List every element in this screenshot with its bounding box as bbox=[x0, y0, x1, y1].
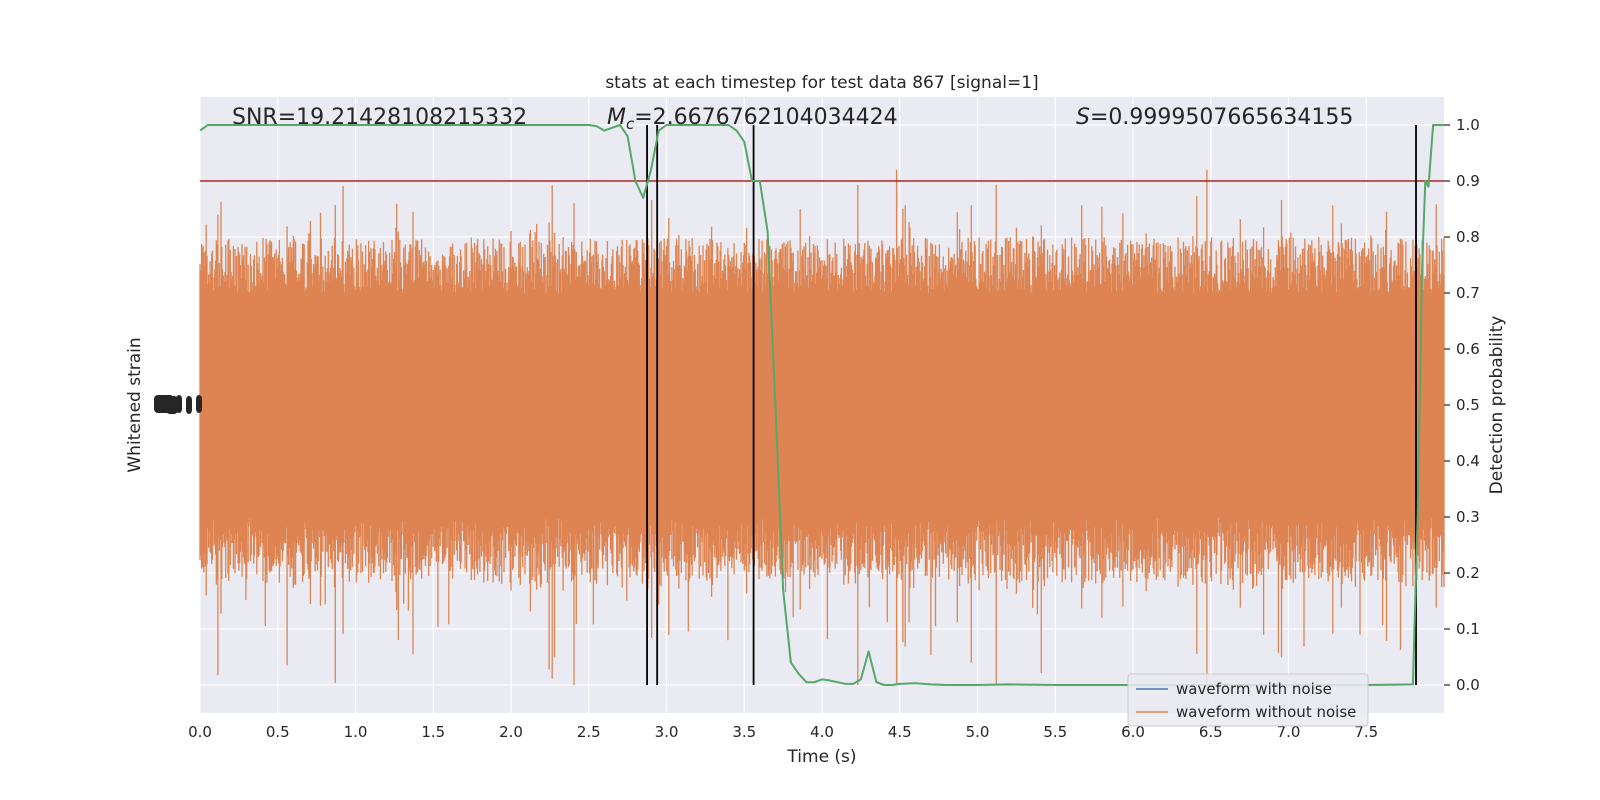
x-tick-label: 4.5 bbox=[888, 723, 912, 741]
x-tick-label: 3.5 bbox=[732, 723, 756, 741]
x-tick-label: 5.5 bbox=[1043, 723, 1067, 741]
spin-value: =0.9999507665634155 bbox=[1090, 105, 1353, 130]
y-tick-label: 0.4 bbox=[1456, 452, 1480, 470]
x-tick-label: 3.0 bbox=[655, 723, 679, 741]
x-tick-label: 4.0 bbox=[810, 723, 834, 741]
x-tick-label: 0.5 bbox=[266, 723, 290, 741]
chirp-mass-symbol: M bbox=[607, 105, 626, 130]
x-tick-label: 2.0 bbox=[499, 723, 523, 741]
x-tick-label: 0.0 bbox=[188, 723, 212, 741]
chirp-mass-subscript: c bbox=[626, 115, 635, 133]
x-tick-label: 6.5 bbox=[1199, 723, 1223, 741]
y-tick-label: 0.9 bbox=[1456, 172, 1480, 190]
right-y-axis: 0.0 0.1 0.2 0.3 0.4 0.5 0.6 0.7 0.8 0.9 1.0 bbox=[1444, 116, 1480, 694]
x-tick-label: 1.0 bbox=[344, 723, 368, 741]
x-tick-label: 5.0 bbox=[966, 723, 990, 741]
left-tick-glyph bbox=[176, 395, 182, 413]
x-tick-label: 7.0 bbox=[1277, 723, 1301, 741]
legend-box bbox=[1127, 673, 1369, 727]
y-tick-label: 1.0 bbox=[1456, 116, 1480, 134]
y-tick-label: 0.3 bbox=[1456, 508, 1480, 526]
y-tick-label: 0.8 bbox=[1456, 228, 1480, 246]
legend-label-noise: waveform with noise bbox=[1176, 680, 1332, 698]
y-tick-label: 0.0 bbox=[1456, 676, 1480, 694]
chirp-mass-value: =2.6676762104034424 bbox=[634, 105, 897, 130]
left-tick-glyph bbox=[166, 396, 178, 414]
left-y-axis-ticks bbox=[154, 395, 202, 414]
legend: waveform with noise waveform without noi… bbox=[1127, 673, 1369, 727]
spin-annotation: S=0.9999507665634155 bbox=[1076, 105, 1353, 130]
spin-symbol: S bbox=[1076, 105, 1090, 130]
y-tick-label: 0.7 bbox=[1456, 284, 1480, 302]
legend-label-no-noise: waveform without noise bbox=[1176, 703, 1356, 721]
left-y-axis-label: Whitened strain bbox=[125, 337, 145, 472]
y-tick-label: 0.2 bbox=[1456, 564, 1480, 582]
right-y-axis-label: Detection probability bbox=[1487, 316, 1507, 495]
snr-annotation: SNR=19.21428108215332 bbox=[232, 105, 527, 130]
left-tick-glyph bbox=[186, 396, 192, 414]
x-axis-label: Time (s) bbox=[786, 747, 856, 767]
chirp-mass-annotation: Mc=2.6676762104034424 bbox=[607, 105, 898, 133]
x-tick-label: 1.5 bbox=[421, 723, 445, 741]
x-axis: 0.0 0.5 1.0 1.5 2.0 2.5 3.0 3.5 4.0 4.5 5.0 5.5 6.0 6… bbox=[188, 723, 1378, 741]
x-tick-label: 7.5 bbox=[1354, 723, 1378, 741]
y-tick-label: 0.6 bbox=[1456, 340, 1480, 358]
chart-title: stats at each timestep for test data 867… bbox=[605, 73, 1038, 93]
x-tick-label: 6.0 bbox=[1121, 723, 1145, 741]
y-tick-label: 0.5 bbox=[1456, 396, 1480, 414]
x-tick-label: 2.5 bbox=[577, 723, 601, 741]
left-tick-glyph bbox=[196, 395, 202, 413]
y-tick-label: 0.1 bbox=[1456, 620, 1480, 638]
